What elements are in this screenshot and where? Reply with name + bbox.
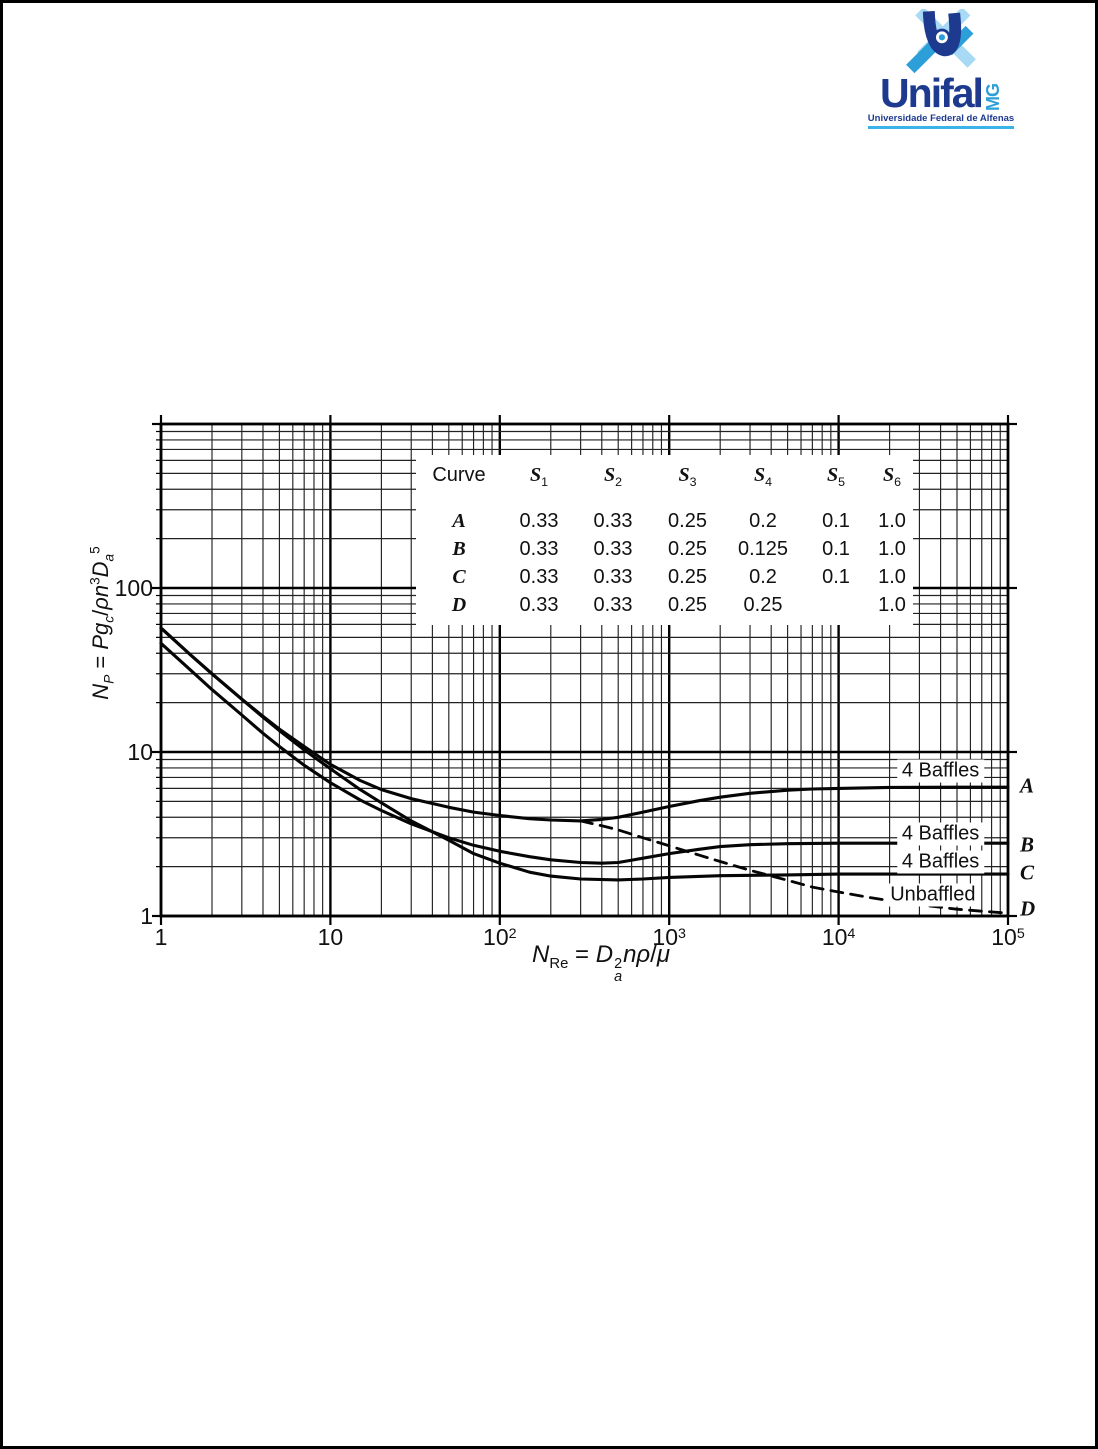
table-value-cell: 0.33 [519,510,559,532]
unifal-logo-icon [906,9,976,73]
curve-B [159,641,1010,865]
table-value-cell: 0.25 [668,594,707,616]
x-tick-label: 105 [991,924,1025,950]
table-header-cell: S2 [603,464,623,489]
table-row-D: D 0.33 0.33 0.25 0.25 1.0 [416,593,913,621]
y-tick-label: 1 [140,903,153,929]
table-value-cell: 0.33 [593,594,633,616]
table-header-cell: S3 [678,464,697,489]
curve-id-cell: D [451,594,467,616]
curve-id-cell: B [452,538,466,560]
curve-A [159,626,1010,823]
table-value-cell: 0.25 [668,538,707,560]
table-value-cell: 0.33 [519,538,559,560]
unifal-logo: Unifal MG Universidade Federal de Alfena… [861,9,1021,129]
table-value-cell: 1.0 [878,566,906,588]
table-value-cell: 0.1 [822,566,850,588]
table-value-cell: 0.1 [822,538,850,560]
table-value-cell: 0.25 [668,510,707,532]
y-tick-label: 10 [127,739,153,765]
table-value-cell: 1.0 [878,594,906,616]
curve-letter-A: A [1020,773,1035,798]
table-value-cell: 0.25 [668,566,707,588]
table-value-cell: 0.2 [749,510,777,532]
table-header-cell: S5 [826,464,846,489]
x-tick-label: 1 [154,924,168,950]
table-value-cell: 0.25 [743,594,783,616]
table-value-cell [801,593,871,621]
table-header-cell: S4 [753,464,773,489]
x-tick-label: 103 [652,924,686,950]
x-tick-label: 104 [821,924,856,950]
table-value-cell: 1.0 [878,510,906,532]
table-header-cell: S1 [529,464,549,489]
x-axis-title: NRe = D 2 a nρ/μ [532,941,670,986]
curve-C [159,626,1010,882]
y-axis-title: NP = Pgc/ρn3Da5 [87,546,117,700]
table-header-row: Curve S1 S2 S3 S4 S5 S6 [416,463,913,489]
curve-id-cell: C [452,566,466,588]
table-row-C: C 0.33 0.33 0.25 0.2 0.1 1.0 [416,565,913,593]
plot-border [159,422,1010,918]
table-value-cell: 0.33 [519,594,559,616]
table-value-cell: 0.33 [593,510,633,532]
y-tick-label: 100 [114,575,153,601]
curve-letter-B: B [1020,832,1035,857]
logo-state-mark: MG [982,84,1003,111]
x-tick-label: 10 [317,924,344,950]
table-value-cell: 1.0 [878,538,906,560]
curve-geometry-table: Curve S1 S2 S3 S4 S5 S6 A 0.33 0.33 0.25 0.2 0.1 1.0 B… [416,455,913,625]
table-value-cell: 0.1 [822,510,850,532]
table-header-cell: Curve [432,464,486,486]
logo-subtitle: Universidade Federal de Alfenas [867,113,1015,129]
curve-letter-D: D [1020,896,1036,921]
curve-letter-C: C [1020,860,1035,885]
table-header-cell: S6 [882,464,902,489]
table-value-cell: 0.33 [593,538,633,560]
x-tick-label: 102 [483,924,517,950]
logo-wordmark: Unifal [880,70,984,117]
table-value-cell: 0.33 [593,566,633,588]
curve-id-cell: A [452,510,466,532]
table-value-cell: 0.2 [749,566,777,588]
table-value-cell: 0.125 [737,538,789,560]
table-row-A: A 0.33 0.33 0.25 0.2 0.1 1.0 [416,509,913,537]
table-value-cell: 0.33 [519,566,559,588]
table-row-B: B 0.33 0.33 0.25 0.125 0.1 1.0 [416,537,913,565]
